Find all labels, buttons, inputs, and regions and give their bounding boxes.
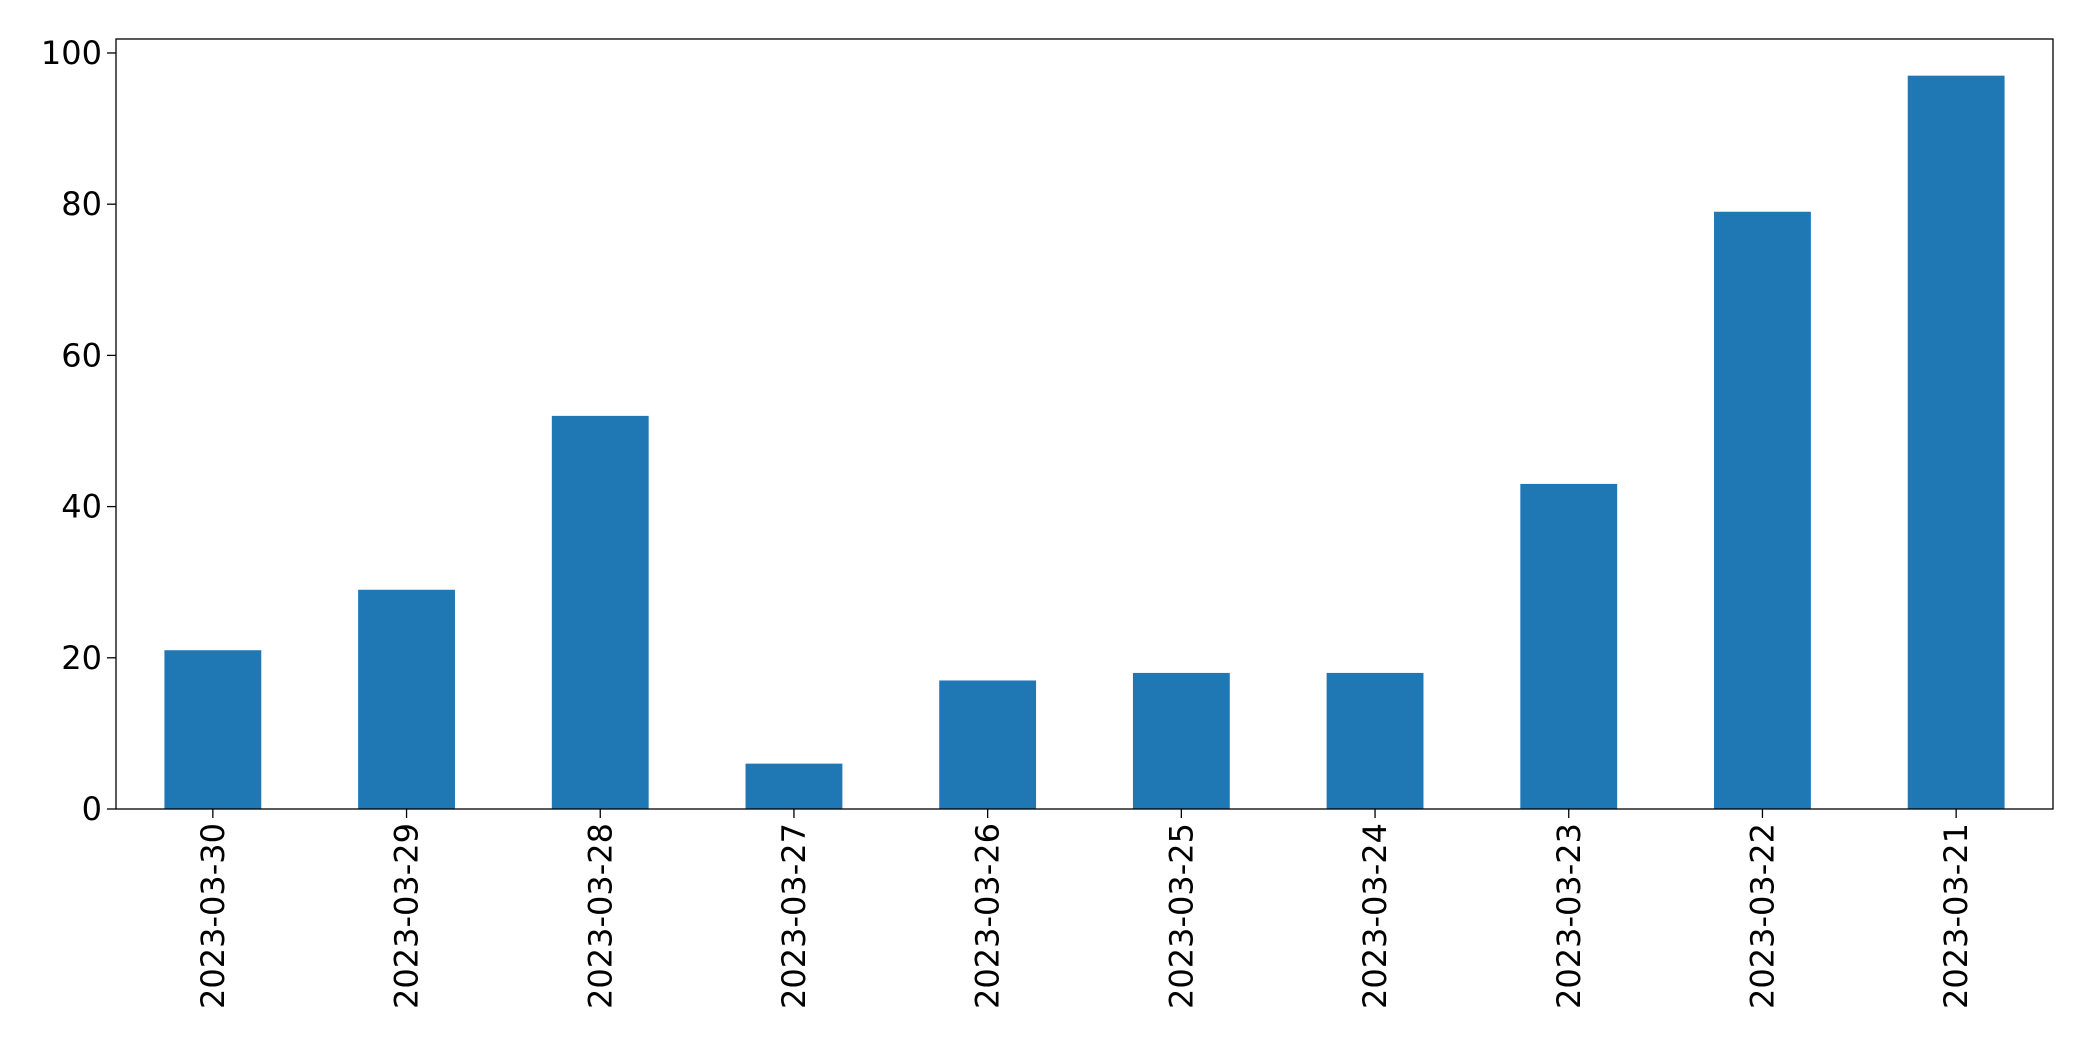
- plot-frame: [115, 38, 2054, 810]
- x-tick-label: 2023-03-29: [388, 823, 426, 1009]
- y-tick-label: 100: [41, 34, 102, 72]
- bar: [1132, 672, 1230, 809]
- x-tick-label: 2023-03-22: [1743, 823, 1781, 1009]
- y-tick-label: 80: [61, 185, 102, 223]
- bar: [551, 415, 649, 809]
- x-tick-label: 2023-03-28: [581, 823, 619, 1009]
- bar: [164, 650, 262, 809]
- x-tick-label: 2023-03-30: [194, 823, 232, 1009]
- bar: [745, 763, 843, 809]
- x-tick-label: 2023-03-23: [1550, 823, 1588, 1009]
- y-tick-label: 40: [61, 488, 102, 526]
- bar: [1520, 483, 1618, 809]
- bar: [939, 680, 1037, 809]
- bar: [1714, 211, 1811, 809]
- y-tick-label: 20: [61, 639, 102, 677]
- x-tick-label: 2023-03-25: [1162, 823, 1200, 1009]
- x-tick-label: 2023-03-21: [1937, 823, 1975, 1009]
- x-tick-label: 2023-03-26: [969, 823, 1007, 1009]
- bar: [1326, 672, 1424, 809]
- y-tick-label: 0: [82, 790, 102, 828]
- bar: [1907, 75, 2005, 809]
- x-tick-label: 2023-03-24: [1356, 823, 1394, 1009]
- bar: [358, 589, 455, 809]
- y-tick-label: 60: [61, 336, 102, 374]
- x-tick-label: 2023-03-27: [775, 823, 813, 1009]
